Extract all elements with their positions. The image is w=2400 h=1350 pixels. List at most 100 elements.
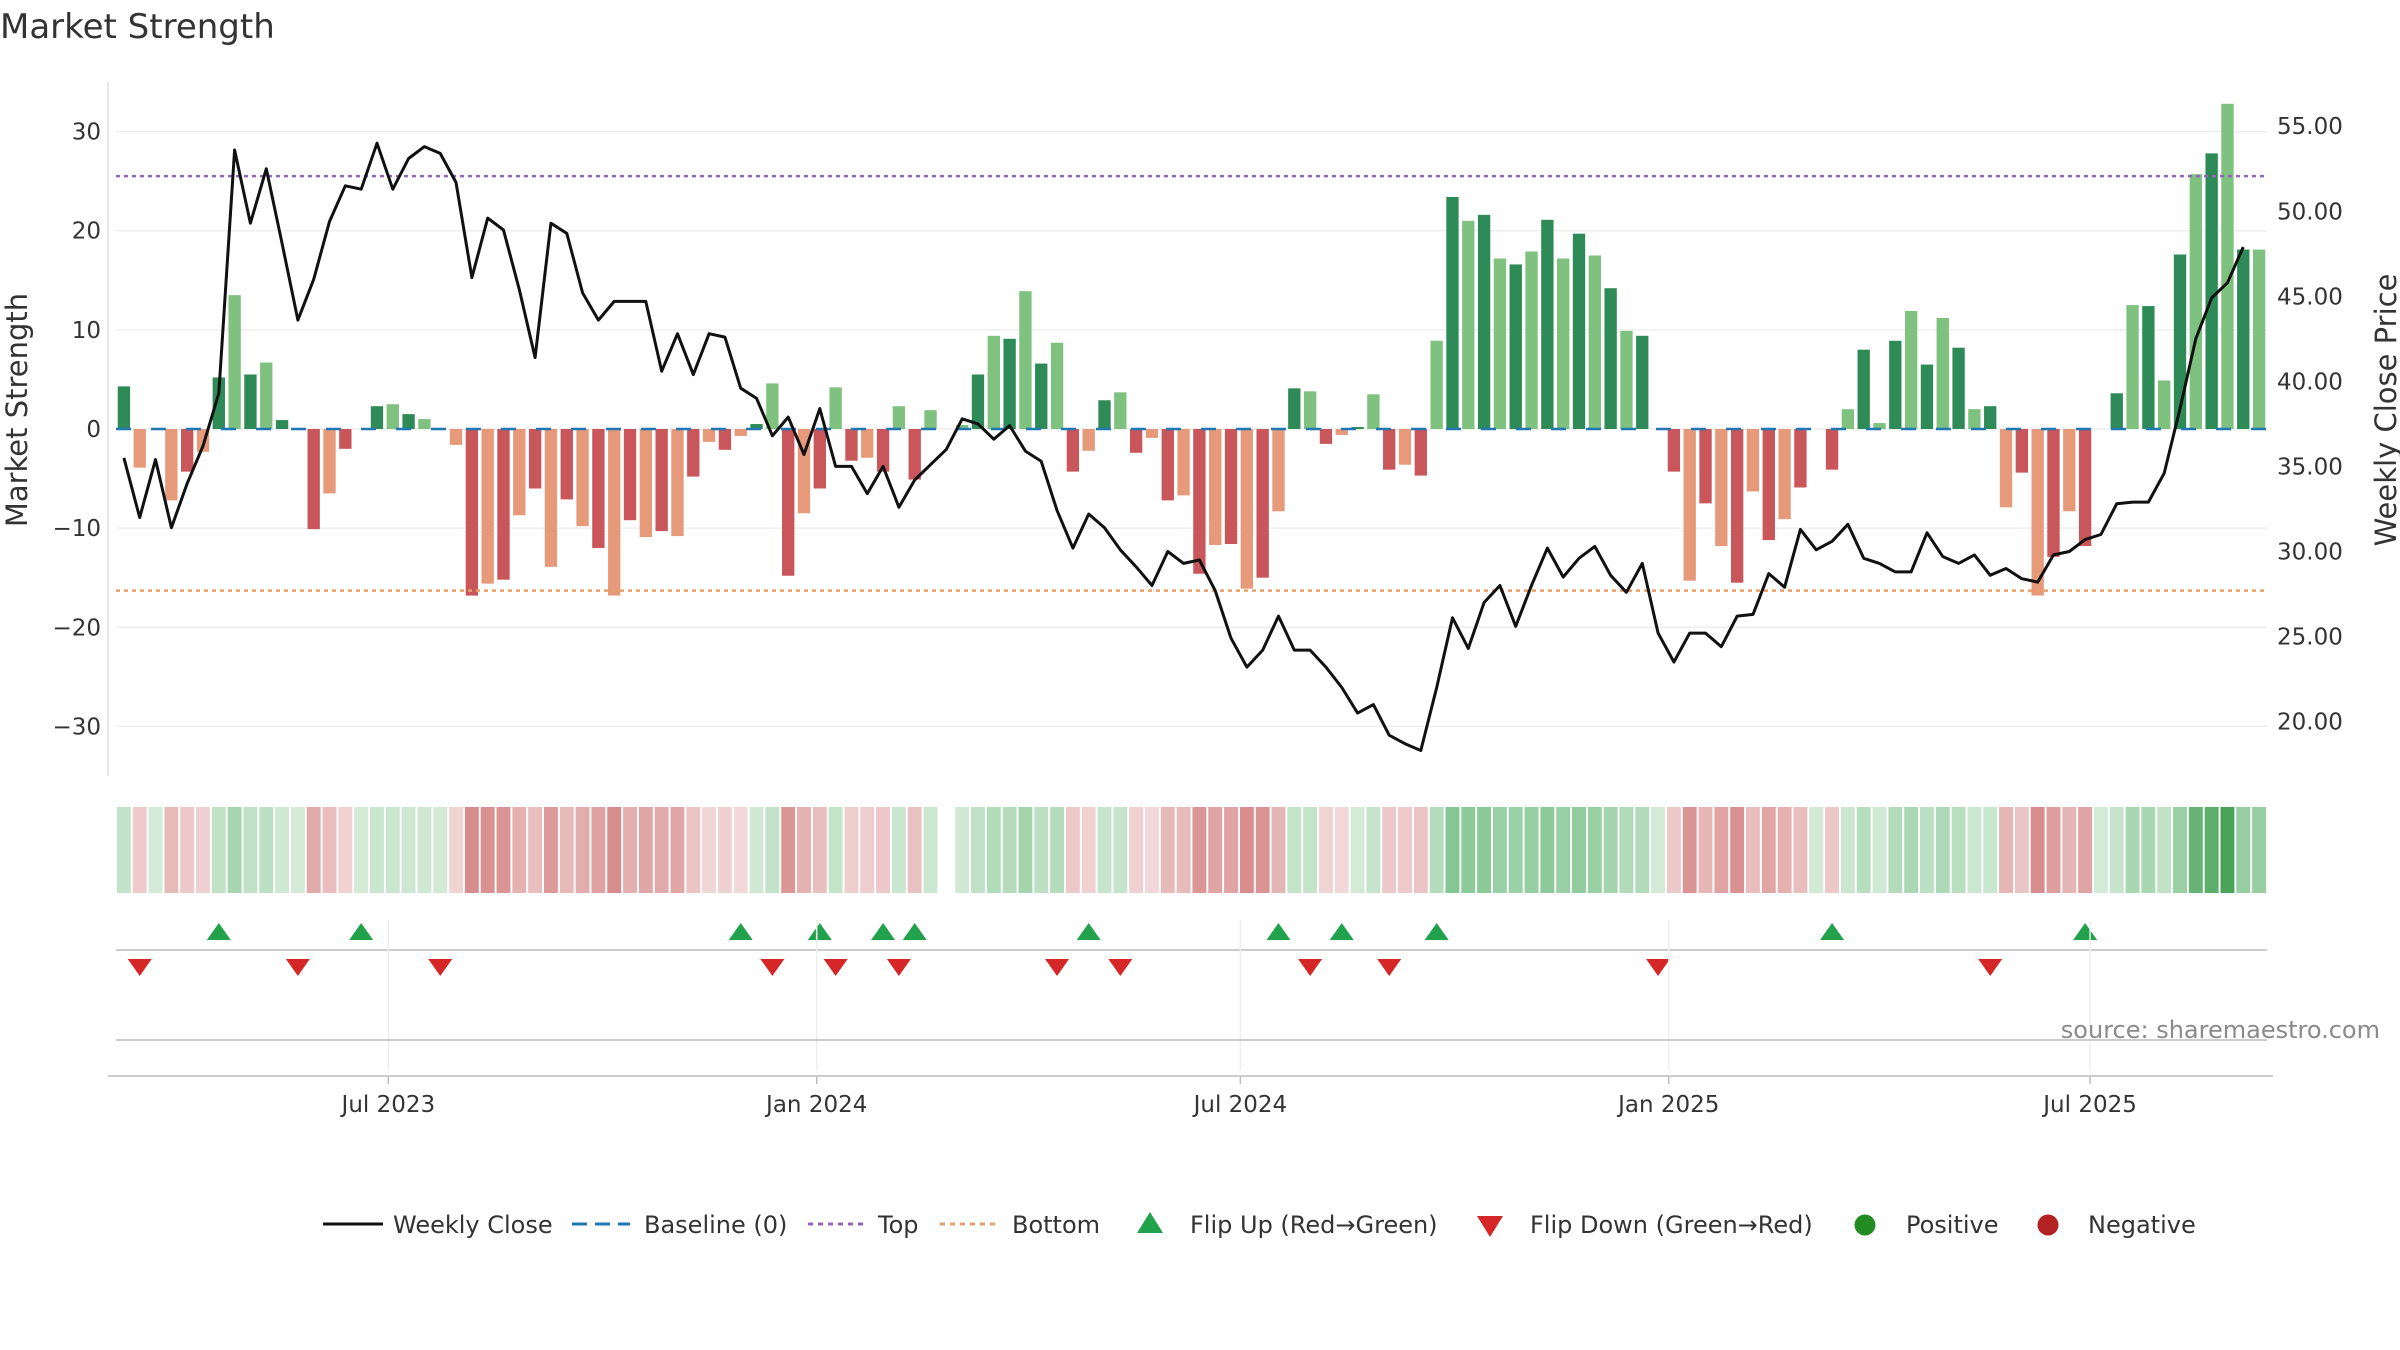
left-y-tick-labels: 30 20 10 0 −10 −20 −30 <box>52 120 101 741</box>
flip-down-marker <box>1045 959 1070 976</box>
strength-bar <box>1240 429 1254 589</box>
flip-up-marker <box>206 923 231 940</box>
heat-cell <box>907 807 922 893</box>
strength-bar <box>418 419 431 429</box>
flip-up-marker <box>728 923 753 940</box>
heat-cell <box>860 807 875 893</box>
price-line-group <box>122 141 2245 752</box>
heat-cell <box>2078 807 2093 893</box>
right-y-tick-label: 55.00 <box>2277 114 2343 140</box>
heat-cell <box>1318 807 1333 893</box>
heat-cell <box>1967 807 1982 893</box>
strength-bar <box>1145 429 1159 438</box>
legend-positive-icon <box>1854 1214 1876 1236</box>
heat-cell <box>322 807 337 893</box>
strength-bar <box>1288 388 1301 429</box>
heat-cell <box>2141 807 2156 893</box>
heat-cell <box>844 807 859 893</box>
strength-bar <box>766 383 779 429</box>
flip-up-marker <box>902 923 927 940</box>
strength-bar <box>876 429 890 472</box>
strength-bar <box>1446 197 1459 429</box>
source-label: source: sharemaestro.com <box>2061 1016 2380 1044</box>
strength-bar <box>1430 340 1443 429</box>
heat-cell <box>1904 807 1919 893</box>
heat-cell <box>148 807 163 893</box>
strength-bar <box>1999 429 2013 508</box>
heat-cell <box>512 807 527 893</box>
legend-item-negative: Negative <box>2037 1211 2196 1239</box>
heat-cell <box>543 807 558 893</box>
heat-cell <box>559 807 574 893</box>
heat-cell <box>1682 807 1697 893</box>
strength-bar <box>307 429 320 530</box>
right-y-tick-label: 20.00 <box>2277 710 2343 736</box>
heat-cell <box>2157 807 2172 893</box>
strength-bar <box>1699 429 1712 504</box>
heat-cell <box>1872 807 1887 893</box>
flip-down-marker <box>1108 959 1133 976</box>
strength-bar <box>1715 429 1728 546</box>
flip-up-marker <box>871 923 896 940</box>
strength-bar <box>1841 409 1855 429</box>
heat-cell <box>1002 807 1017 893</box>
strength-bar <box>971 374 985 429</box>
heat-cell <box>1556 807 1571 893</box>
heat-cell <box>1730 807 1745 893</box>
strength-bar <box>639 429 653 538</box>
strength-bar <box>544 429 558 567</box>
heat-cell <box>196 807 210 893</box>
heat-cell <box>686 807 701 893</box>
heat-cell <box>1603 807 1618 893</box>
heat-cell <box>1239 807 1254 893</box>
heat-cell <box>1888 807 1903 893</box>
heat-cell <box>828 807 843 893</box>
heat-cell <box>1350 807 1365 893</box>
heat-cell <box>2204 807 2219 893</box>
legend-item-flip-down: Flip Down (Green→Red) <box>1477 1211 1813 1239</box>
heat-cell <box>971 807 985 893</box>
strength-bar <box>1256 429 1269 578</box>
heat-cell <box>1951 807 1966 893</box>
strength-bar <box>260 362 273 429</box>
strength-bar <box>513 429 526 516</box>
right-y-tick-label: 35.00 <box>2277 454 2343 480</box>
strength-bar <box>275 420 289 429</box>
strength-bar <box>2126 305 2139 429</box>
flip-down-marker <box>886 959 911 976</box>
heat-cell <box>2125 807 2140 893</box>
strength-bar <box>1762 429 1775 541</box>
heat-cell <box>385 807 400 893</box>
left-y-tick-label: 10 <box>72 318 101 344</box>
strength-bar <box>2142 306 2155 429</box>
flip-up-marker <box>1424 923 1449 940</box>
flip-down-marker <box>760 959 785 976</box>
strength-bar <box>1224 429 1238 545</box>
strength-bar <box>892 406 906 429</box>
heat-cell <box>164 807 179 893</box>
heat-cell <box>1492 807 1507 893</box>
heat-cell <box>1651 807 1666 893</box>
weekly-close-line <box>122 141 2245 752</box>
x-tick-label: Jul 2025 <box>2041 1092 2137 1118</box>
legend-item-baseline: Baseline (0) <box>572 1211 787 1239</box>
strength-bar <box>1462 220 1475 429</box>
left-y-tick-label: −30 <box>52 714 101 740</box>
strength-bar <box>481 429 494 584</box>
heat-cell <box>1856 807 1871 893</box>
heat-cell <box>1572 807 1586 893</box>
strength-bar <box>1509 264 1522 429</box>
legend: Weekly Close Baseline (0) Top Bottom Fli… <box>323 1211 2196 1239</box>
x-tick-label: Jan 2024 <box>764 1092 867 1118</box>
heat-cell <box>1825 807 1840 893</box>
heat-cell <box>638 807 653 893</box>
heat-cell <box>654 807 669 893</box>
heat-cell <box>733 807 748 893</box>
heat-cell <box>797 807 811 893</box>
strength-bar <box>782 429 795 576</box>
legend-negative-label: Negative <box>2088 1211 2196 1239</box>
strength-bar <box>1414 429 1428 476</box>
heat-cell <box>180 807 195 893</box>
heat-cell <box>306 807 321 893</box>
